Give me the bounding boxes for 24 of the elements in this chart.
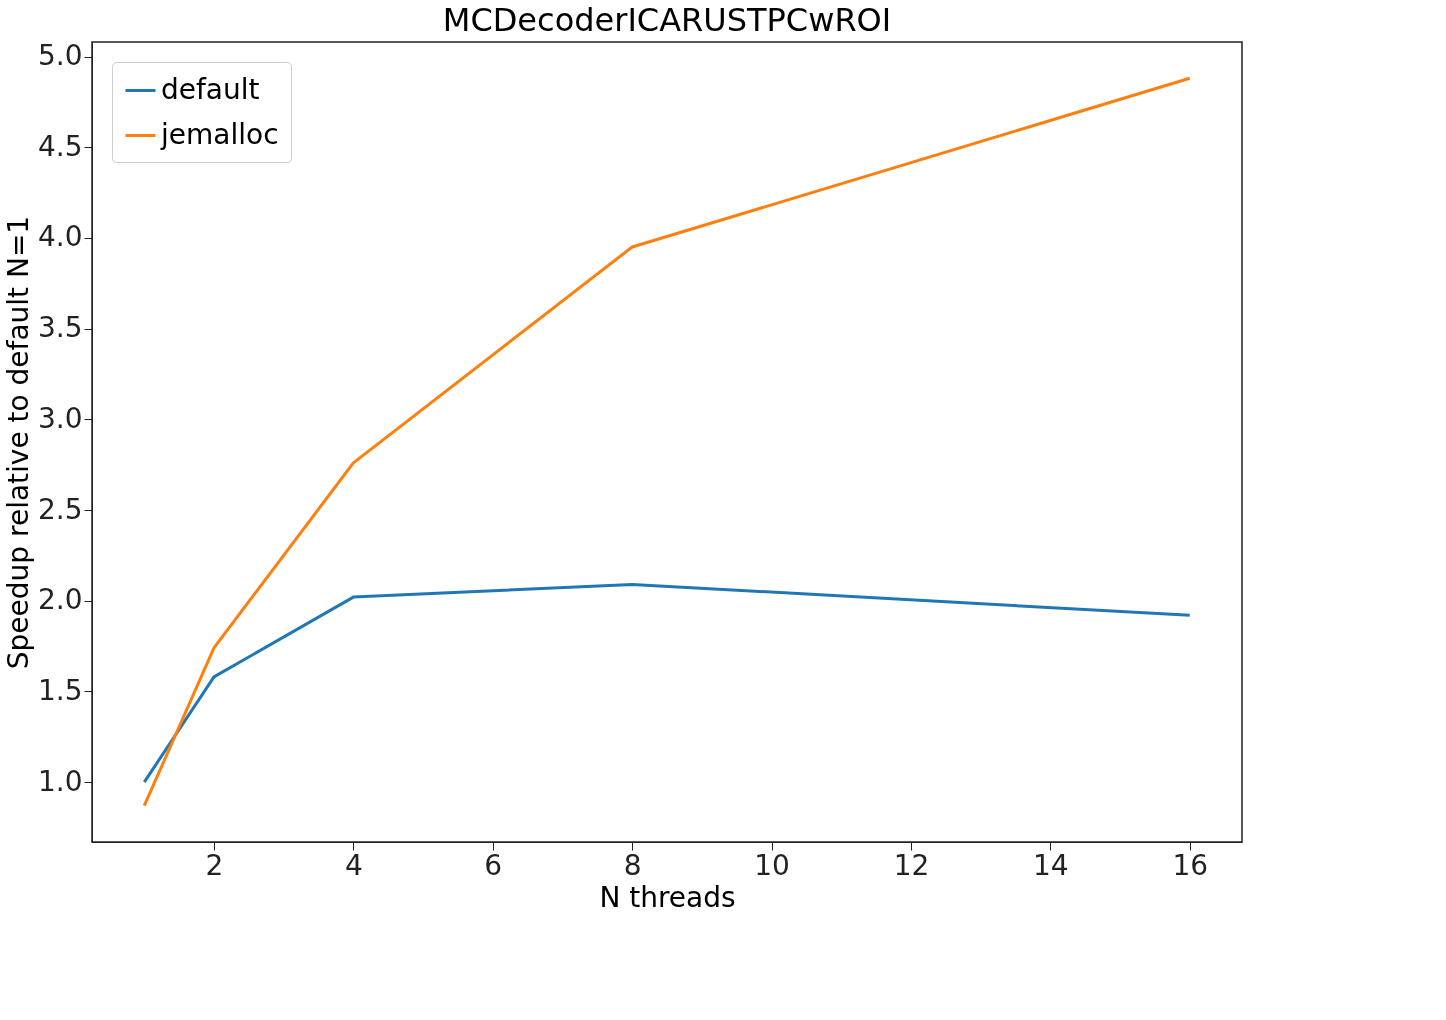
x-tick-label: 8 [623,848,642,882]
y-tick-label: 1.5 [37,673,83,707]
y-tick-label: 3.0 [37,401,83,435]
y-tick-label: 4.0 [37,220,83,254]
x-tick-label: 2 [205,848,224,882]
y-tick-label: 5.0 [37,39,83,73]
x-tick-label: 4 [344,848,363,882]
x-tick-label: 16 [1172,848,1209,882]
x-axis-title: N threads [599,880,736,914]
x-tick-label: 10 [754,848,790,882]
x-tick-label: 12 [893,848,930,882]
y-tick-label: 2.5 [37,492,83,526]
y-tick-label: 4.5 [37,129,83,163]
x-tick-label: 14 [1033,848,1069,882]
legend-label: default [161,72,260,106]
line-series [142,76,1192,808]
y-tick-label: 2.0 [37,583,83,617]
chart-title: MCDecoderICARUSTPCwROI [442,1,892,39]
y-tick-label: 3.5 [37,311,83,345]
y-tick-label: 1.0 [37,764,83,798]
line-series [142,582,1192,784]
x-tick-label: 6 [484,848,503,882]
legend-label: jemalloc [160,117,279,151]
y-axis-title: Speedup relative to default N=1 [1,215,35,670]
